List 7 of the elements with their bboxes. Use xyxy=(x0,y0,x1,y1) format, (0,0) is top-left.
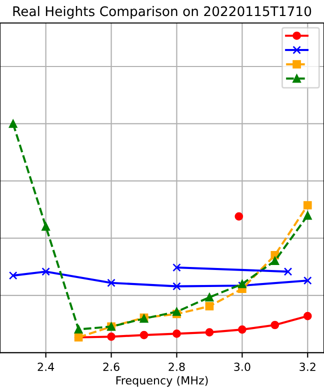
x-tick-label: 2.4 xyxy=(38,362,54,371)
x-tick-label: 2.8 xyxy=(168,362,185,372)
x-tick-label: 2.6 xyxy=(103,362,120,372)
x-tick-label: 3.0 xyxy=(234,362,250,372)
x-axis-title: Frequency (MHz) xyxy=(116,376,208,387)
x-tick-label: 3.2 xyxy=(300,362,316,372)
chart-title: Real Heights Comparison on 20220115T1710 xyxy=(13,6,312,19)
